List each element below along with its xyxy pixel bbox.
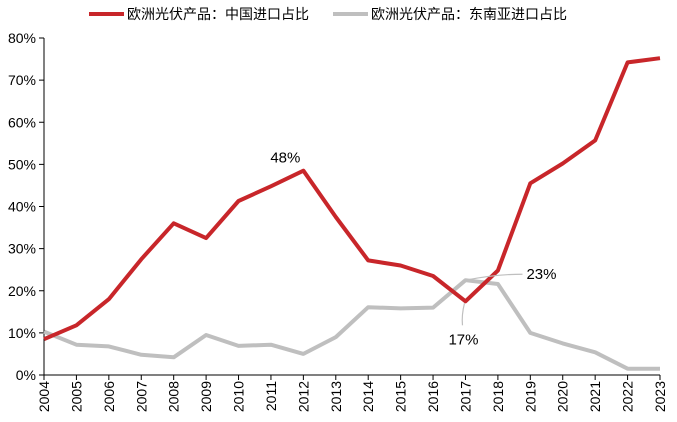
y-tick-label: 60% xyxy=(8,114,36,130)
x-tick-label: 2008 xyxy=(166,381,182,412)
series-line-1 xyxy=(43,278,660,371)
x-tick-label: 2009 xyxy=(198,381,214,412)
x-tick-label: 2018 xyxy=(490,381,506,412)
annotation-china-2017: 17% xyxy=(448,331,478,348)
x-axis: 2004 2005 2006 2007 2008 2009 2010 2011 2012 2013… xyxy=(36,374,668,412)
x-tick-label: 2005 xyxy=(68,381,84,412)
annotation-peak-china: 48% xyxy=(270,150,300,167)
x-tick-label: 2017 xyxy=(457,381,473,412)
x-tick-label: 2021 xyxy=(587,381,603,412)
legend-label-1: 欧洲光伏产品：东南亚进口占比 xyxy=(371,7,567,23)
y-axis: 0% 10% 20% 30% 40% 50% 60% 70% 80% xyxy=(8,30,45,383)
x-tick-label: 2022 xyxy=(620,381,636,412)
annotations: 48% 23% 17% xyxy=(270,150,556,349)
legend: 欧洲光伏产品：中国进口占比 欧洲光伏产品：东南亚进口占比 xyxy=(89,7,567,23)
x-tick-label: 2010 xyxy=(231,381,247,412)
y-tick-label: 0% xyxy=(16,367,36,383)
annotation-leader-sea xyxy=(465,273,523,281)
y-tick-label: 30% xyxy=(8,241,36,257)
series-line-0 xyxy=(43,56,661,342)
x-tick-label: 2011 xyxy=(263,381,279,411)
x-tick-label: 2016 xyxy=(425,381,441,412)
x-tick-label: 2020 xyxy=(555,381,571,412)
y-tick-label: 70% xyxy=(8,72,36,88)
y-tick-label: 80% xyxy=(8,30,36,46)
annotation-leader-china xyxy=(461,303,466,326)
x-tick-label: 2013 xyxy=(328,381,344,412)
y-tick-label: 20% xyxy=(8,283,36,299)
x-tick-label: 2019 xyxy=(522,381,538,412)
y-tick-label: 50% xyxy=(8,156,36,172)
x-tick-label: 2014 xyxy=(360,381,376,412)
y-tick-label: 10% xyxy=(8,325,36,341)
legend-label-0: 欧洲光伏产品：中国进口占比 xyxy=(127,7,309,23)
annotation-sea-2017: 23% xyxy=(526,266,556,283)
y-tick-label: 40% xyxy=(8,199,36,215)
series-lines xyxy=(43,56,661,371)
x-tick-label: 2012 xyxy=(295,381,311,412)
x-tick-label: 2004 xyxy=(36,381,52,412)
x-tick-label: 2015 xyxy=(393,381,409,412)
x-tick-label: 2007 xyxy=(133,381,149,412)
x-tick-label: 2023 xyxy=(652,381,668,412)
x-tick-label: 2006 xyxy=(101,381,117,412)
